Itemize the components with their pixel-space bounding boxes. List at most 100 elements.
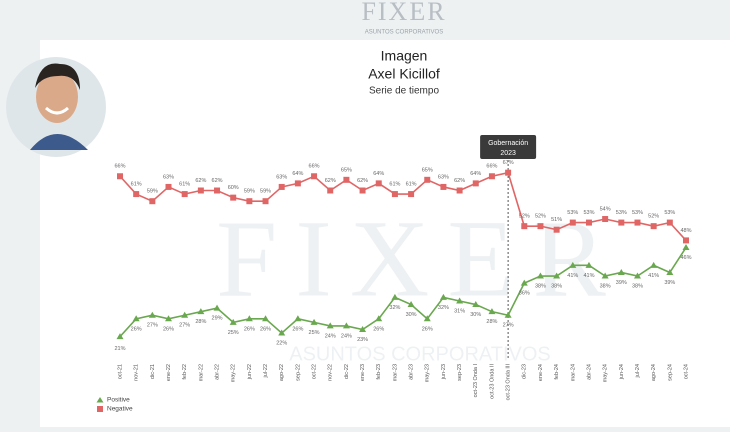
point [148, 311, 156, 318]
point [246, 198, 253, 205]
x-tick-label: oct-24 [683, 364, 689, 379]
data-label: 26% [163, 326, 174, 332]
x-tick-label: ene-23 [360, 364, 366, 381]
point [326, 322, 334, 329]
point [117, 173, 123, 180]
x-tick-label: oct-23 Onda III [506, 364, 512, 401]
point [359, 187, 366, 194]
point [439, 293, 447, 300]
data-label: 26% [244, 326, 255, 332]
x-tick-label: mar-24 [570, 364, 576, 381]
data-label: 53% [616, 210, 627, 216]
point [537, 223, 544, 230]
data-label: 63% [276, 174, 287, 180]
point [488, 308, 496, 315]
data-label: 31% [454, 308, 465, 314]
point [423, 315, 431, 322]
legend-marker [96, 397, 104, 403]
point [456, 187, 463, 194]
data-label: 53% [632, 210, 643, 216]
point [617, 268, 625, 275]
x-tick-label: sep-22 [295, 364, 301, 381]
data-label: 27% [503, 323, 514, 329]
data-label: 27% [147, 323, 158, 329]
point [602, 216, 609, 223]
x-tick-label: mar-22 [198, 364, 204, 381]
point [521, 223, 528, 230]
x-tick-label: sep-24 [667, 364, 673, 381]
point [342, 322, 350, 329]
point [472, 301, 480, 308]
point [278, 183, 285, 190]
legend-marker [97, 406, 103, 412]
data-label: 61% [389, 182, 400, 188]
watermark: FIXER [216, 197, 624, 319]
chart-caption: Serie de tiempo [369, 86, 439, 97]
chart-title: Imagen [381, 48, 428, 64]
data-label: 53% [567, 210, 578, 216]
data-label: 39% [664, 280, 675, 286]
x-tick-label: may-24 [603, 364, 609, 382]
data-label: 30% [406, 312, 417, 318]
point [456, 297, 464, 304]
data-label: 39% [616, 280, 627, 286]
data-label: 62% [212, 178, 223, 184]
point [408, 191, 415, 198]
point [505, 169, 512, 176]
data-label: 53% [664, 210, 675, 216]
point [424, 176, 431, 183]
data-label: 63% [438, 174, 449, 180]
point [504, 311, 512, 318]
annotation-box [480, 135, 537, 159]
point [682, 244, 690, 251]
point [262, 198, 269, 205]
data-label: 26% [292, 326, 303, 332]
x-tick-label: ene-22 [166, 364, 172, 381]
data-label: 41% [567, 273, 578, 279]
x-tick-label: ago-24 [651, 364, 657, 381]
x-tick-label: may-22 [231, 364, 237, 382]
data-label: 28% [195, 319, 206, 325]
data-label: 26% [260, 326, 271, 332]
x-tick-label: dic-21 [150, 364, 156, 379]
x-tick-label: jun-24 [619, 364, 625, 380]
point [294, 315, 302, 322]
point [650, 223, 657, 230]
data-label: 64% [373, 171, 384, 177]
x-tick-label: sep-23 [457, 364, 463, 381]
data-label: 62% [195, 178, 206, 184]
point [536, 272, 544, 279]
data-label: 25% [228, 330, 239, 336]
x-tick-label: mar-23 [392, 364, 398, 381]
data-label: 61% [131, 182, 142, 188]
x-tick-label: feb-22 [182, 364, 188, 380]
point [520, 279, 528, 286]
point [181, 311, 189, 318]
annotation-text: Gobernación [488, 140, 528, 147]
x-tick-label: oct-23 Onda I [473, 364, 479, 398]
point [294, 180, 301, 187]
data-label: 62% [357, 178, 368, 184]
data-label: 63% [163, 174, 174, 180]
data-label: 61% [179, 182, 190, 188]
point [375, 315, 383, 322]
data-label: 38% [600, 283, 611, 289]
point [666, 219, 673, 226]
legend-label: Negative [107, 406, 133, 413]
x-tick-label: abr-23 [409, 364, 415, 380]
data-label: 51% [551, 217, 562, 223]
data-label: 38% [632, 283, 643, 289]
point [488, 173, 495, 180]
point [181, 191, 188, 198]
point [133, 191, 140, 198]
data-label: 32% [438, 305, 449, 311]
point [245, 315, 253, 322]
x-tick-label: ene-24 [538, 364, 544, 381]
logo: FIXER [361, 0, 446, 26]
point [311, 173, 318, 180]
point [197, 187, 204, 194]
data-label: 59% [260, 189, 271, 195]
data-label: 65% [341, 167, 352, 173]
